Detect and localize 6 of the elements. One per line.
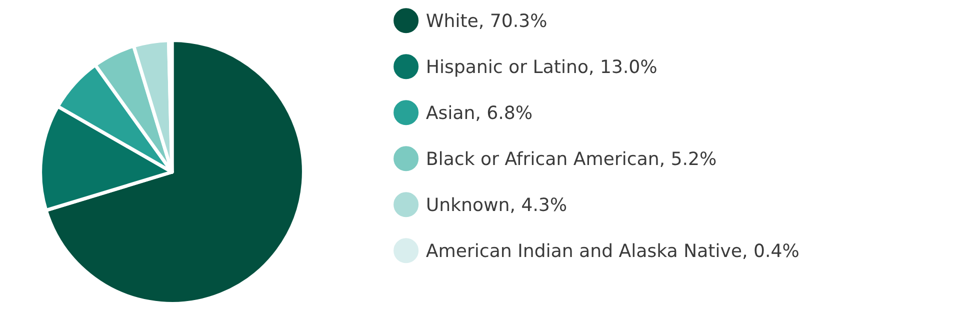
legend-label: Unknown, 4.3% — [427, 197, 566, 214]
legend-label: Asian, 6.8% — [426, 105, 532, 122]
legend-label: White, 70.3% — [426, 13, 546, 30]
legend-label: Black or African American, 5.2% — [428, 151, 716, 168]
legend-label: American Indian and Alaska Native, 0.4% — [426, 243, 798, 260]
legend-label: Hispanic or Latino, 13.0% — [428, 59, 656, 77]
